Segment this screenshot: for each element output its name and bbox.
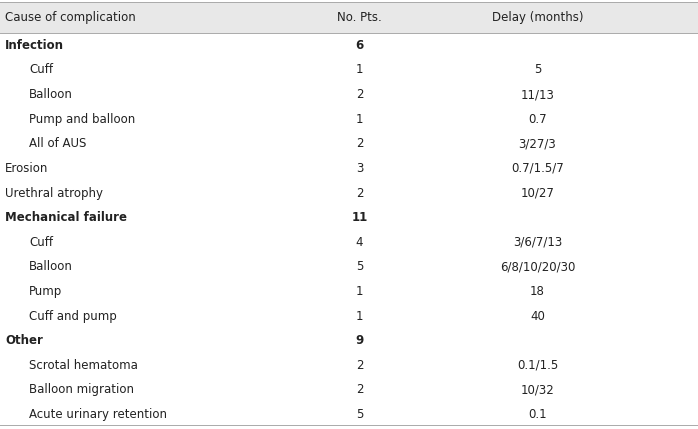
Text: Balloon: Balloon [29,88,73,101]
Text: 5: 5 [356,408,363,421]
Text: 3/27/3: 3/27/3 [519,137,556,150]
Text: 9: 9 [355,334,364,347]
Text: 10/32: 10/32 [521,384,554,396]
Text: Pump: Pump [29,285,63,298]
Text: Cuff: Cuff [29,63,53,76]
Text: 11: 11 [351,211,368,224]
Text: Cuff and pump: Cuff and pump [29,310,117,323]
Text: 0.7: 0.7 [528,113,547,126]
Text: 2: 2 [356,137,363,150]
Text: 5: 5 [534,63,541,76]
Text: Scrotal hematoma: Scrotal hematoma [29,359,138,372]
Text: Cause of complication: Cause of complication [5,11,135,24]
Text: Cuff: Cuff [29,236,53,249]
Text: Delay (months): Delay (months) [491,11,584,24]
Text: 5: 5 [356,260,363,273]
Text: 6/8/10/20/30: 6/8/10/20/30 [500,260,575,273]
Text: 10/27: 10/27 [521,187,554,199]
Text: Balloon: Balloon [29,260,73,273]
Text: 1: 1 [356,285,363,298]
Text: No. Pts.: No. Pts. [337,11,382,24]
Text: Infection: Infection [5,39,64,52]
Text: Balloon migration: Balloon migration [29,384,134,396]
Text: Mechanical failure: Mechanical failure [5,211,127,224]
Text: Other: Other [5,334,43,347]
Text: 0.7/1.5/7: 0.7/1.5/7 [511,162,564,175]
Text: 1: 1 [356,310,363,323]
Text: 2: 2 [356,359,363,372]
Text: Acute urinary retention: Acute urinary retention [29,408,168,421]
Text: Urethral atrophy: Urethral atrophy [5,187,103,199]
Text: 0.1/1.5: 0.1/1.5 [517,359,558,372]
Text: 2: 2 [356,88,363,101]
Text: 2: 2 [356,384,363,396]
Text: 6: 6 [355,39,364,52]
Text: Pump and balloon: Pump and balloon [29,113,135,126]
Text: 3/6/7/13: 3/6/7/13 [513,236,562,249]
FancyBboxPatch shape [0,2,698,33]
Text: 3: 3 [356,162,363,175]
Text: Erosion: Erosion [5,162,48,175]
Text: 18: 18 [530,285,545,298]
Text: 1: 1 [356,113,363,126]
Text: 11/13: 11/13 [521,88,554,101]
Text: 2: 2 [356,187,363,199]
Text: 40: 40 [530,310,545,323]
Text: All of AUS: All of AUS [29,137,87,150]
Text: 0.1: 0.1 [528,408,547,421]
Text: 4: 4 [356,236,363,249]
Text: 1: 1 [356,63,363,76]
